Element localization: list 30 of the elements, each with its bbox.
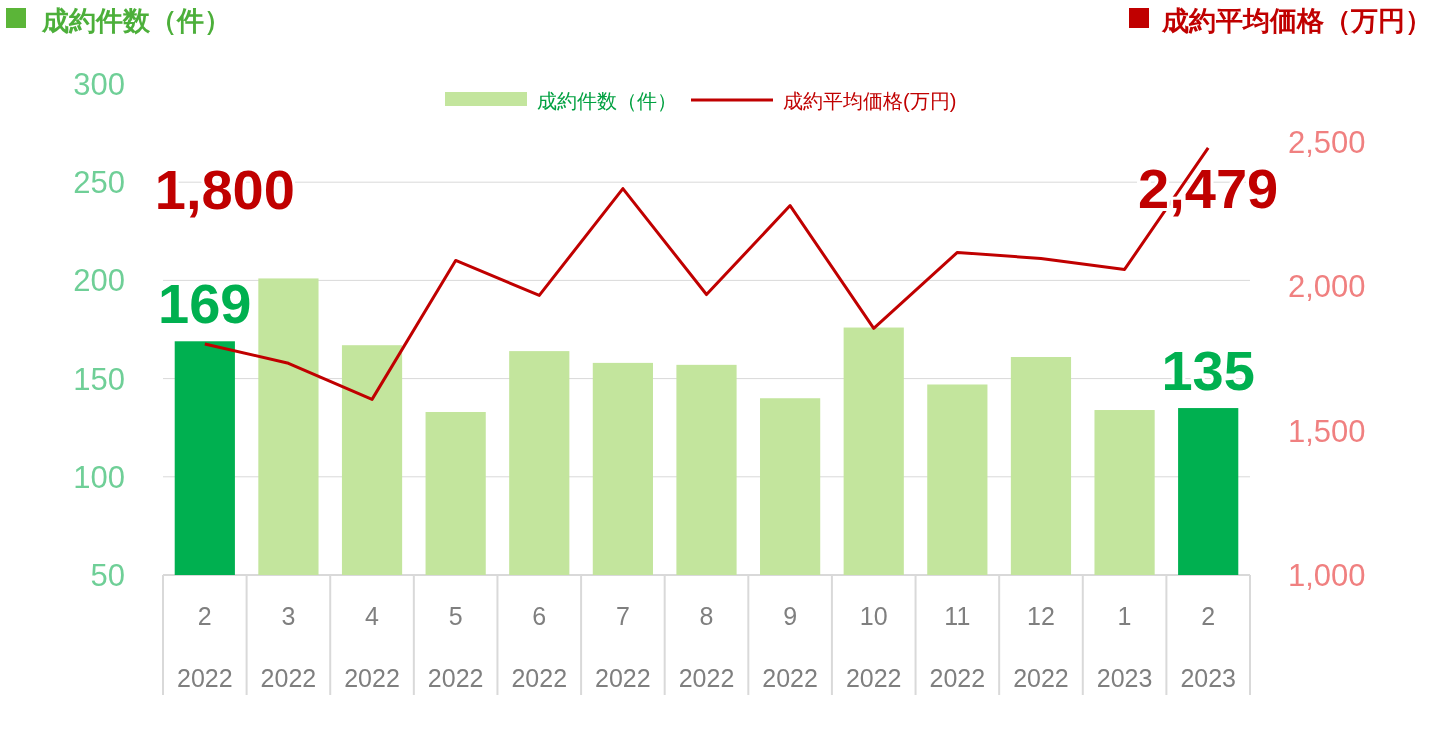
y2-tick-label: 1,000 <box>1288 558 1366 593</box>
data-label: 135 <box>1161 339 1255 403</box>
category-label: 5 2022 <box>427 602 484 692</box>
y2-axis-title: 成約平均価格（万円） <box>1161 6 1432 36</box>
y-axis-title: 成約件数（件） <box>41 6 231 36</box>
y2-tick-label: 1,500 <box>1288 413 1366 449</box>
legend-label: 成約件数（件） <box>537 90 677 112</box>
y-tick-label: 300 <box>73 67 125 102</box>
category-label: 1 2023 <box>1096 602 1153 692</box>
category-label: 7 2022 <box>595 602 651 692</box>
category-label: 4 2022 <box>344 602 400 692</box>
y-tick-label: 150 <box>73 361 125 397</box>
category-label: 12 2022 <box>1013 602 1069 692</box>
category-label: 8 2022 <box>678 602 735 692</box>
category-label: 11 2022 <box>929 602 986 692</box>
y-tick-label: 50 <box>90 558 125 593</box>
category-label: 3 2022 <box>260 602 317 692</box>
category-label: 10 2022 <box>845 602 902 692</box>
y-tick-label: 100 <box>73 459 125 495</box>
category-label: 9 2022 <box>762 602 818 692</box>
y-tick-label: 250 <box>73 165 125 201</box>
category-label: 2 2023 <box>1180 602 1236 692</box>
y-tick-label: 200 <box>73 263 125 299</box>
data-label: 169 <box>158 272 252 336</box>
legend-label: 成約平均価格(万円) <box>783 90 957 112</box>
data-label: 1,800 <box>154 157 295 221</box>
category-label: 2 2022 <box>177 602 233 692</box>
y2-tick-label: 2,500 <box>1288 124 1366 160</box>
y2-tick-label: 2,000 <box>1288 269 1366 305</box>
category-label: 6 2022 <box>511 602 568 692</box>
